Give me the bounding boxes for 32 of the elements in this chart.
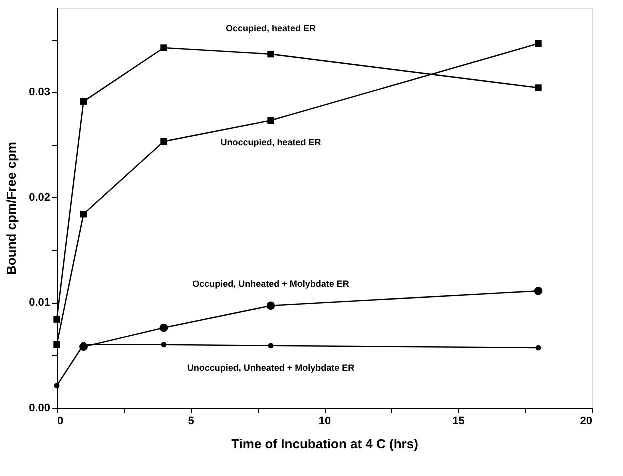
series-label: Unoccupied, Unheated + Molybdate ER (187, 362, 356, 373)
x-tick-label: 10 (318, 416, 332, 428)
text: Occupied, heated ER (226, 23, 317, 34)
x-tick-label: 20 (580, 416, 592, 428)
x-tick-label: 5 (188, 416, 194, 428)
x-tick-label: 15 (452, 416, 465, 428)
point (268, 117, 274, 124)
point (266, 302, 276, 310)
x-axis-title: Time of Incubation at 4 C (hrs) (232, 436, 418, 452)
point (268, 50, 274, 58)
y-tick-label: 0.01 (29, 297, 50, 310)
point (160, 44, 168, 52)
x-tick-label: 0 (58, 416, 64, 428)
y-axis-title: Bound cpm/Free cpm (4, 142, 20, 275)
point (80, 98, 88, 106)
point (534, 286, 543, 296)
series-label: Occupied, Unheated + Molybdate ER (192, 278, 350, 289)
y-tick-label: 0.02 (29, 192, 50, 204)
point (535, 84, 542, 92)
y-tick-label: 0.00 (29, 402, 50, 414)
point (535, 40, 542, 48)
point (161, 342, 167, 348)
y-tick-label: 0.03 (29, 86, 50, 99)
point (160, 138, 168, 146)
point (80, 210, 88, 218)
series-label: Unoccupied, heated ER (220, 138, 322, 148)
point (536, 345, 542, 351)
point (160, 324, 168, 332)
point (268, 343, 274, 349)
point (54, 383, 60, 389)
point (54, 316, 60, 323)
point (54, 341, 60, 348)
